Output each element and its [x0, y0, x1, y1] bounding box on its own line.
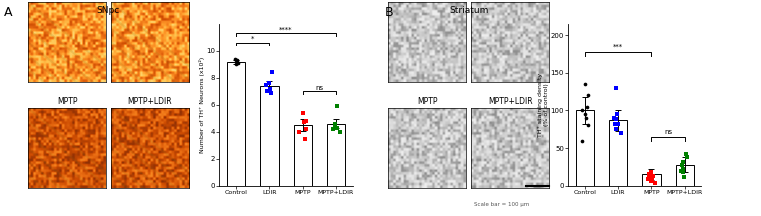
Text: ns: ns: [315, 85, 323, 91]
Text: MPTP+LDIR: MPTP+LDIR: [488, 97, 533, 106]
Y-axis label: TH⁺ staining density
(% of control): TH⁺ staining density (% of control): [538, 73, 549, 137]
Point: [331, 104, 343, 108]
Bar: [642, 175, 661, 186]
Point: [293, 130, 305, 133]
Point: [648, 181, 661, 184]
Point: [266, 71, 278, 74]
Point: [333, 130, 345, 133]
Point: [231, 60, 244, 63]
Text: ****: ****: [279, 27, 293, 33]
Point: [298, 121, 310, 124]
Point: [264, 87, 276, 90]
Bar: [260, 86, 279, 186]
Point: [580, 116, 592, 120]
Point: [642, 177, 654, 181]
Point: [266, 91, 278, 94]
Point: [643, 175, 655, 178]
Point: [642, 173, 654, 176]
Point: [608, 116, 620, 120]
Point: [331, 126, 343, 129]
Point: [261, 89, 273, 93]
Text: Striatum: Striatum: [449, 6, 489, 16]
Point: [615, 131, 627, 135]
Bar: [575, 110, 594, 186]
Text: MPTP: MPTP: [417, 97, 438, 106]
Point: [329, 122, 341, 125]
Point: [260, 83, 272, 86]
Point: [675, 169, 687, 172]
Point: [582, 124, 594, 127]
Bar: [609, 120, 627, 186]
Point: [646, 178, 658, 181]
Text: SNpc: SNpc: [97, 6, 120, 16]
Text: B: B: [384, 6, 393, 19]
Bar: [294, 125, 312, 186]
Point: [576, 109, 588, 112]
Text: MPTP: MPTP: [57, 97, 78, 106]
Point: [645, 179, 657, 183]
Point: [298, 111, 310, 114]
Point: [677, 163, 689, 166]
Point: [578, 82, 591, 86]
Text: A: A: [4, 6, 12, 19]
Point: [677, 167, 689, 171]
Point: [263, 81, 275, 85]
Text: Scale bar = 100 μm: Scale bar = 100 μm: [473, 202, 529, 207]
Point: [610, 118, 622, 121]
Point: [677, 160, 689, 163]
Point: [300, 127, 312, 131]
Point: [680, 152, 692, 156]
Point: [610, 122, 622, 126]
Point: [329, 123, 341, 127]
Point: [610, 86, 622, 90]
Point: [229, 57, 241, 60]
Bar: [326, 124, 345, 186]
Point: [613, 122, 625, 126]
Text: MPTP+LDIR: MPTP+LDIR: [128, 97, 172, 106]
Text: ***: ***: [613, 44, 623, 50]
Bar: [227, 62, 245, 186]
Point: [231, 61, 244, 65]
Point: [299, 137, 311, 140]
Point: [579, 113, 591, 116]
Point: [300, 119, 312, 123]
Point: [677, 170, 689, 174]
Point: [231, 63, 243, 66]
Y-axis label: Number of TH⁺ Neurons (x10²): Number of TH⁺ Neurons (x10²): [199, 57, 205, 153]
Point: [681, 155, 693, 159]
Point: [576, 139, 588, 142]
Point: [231, 58, 243, 61]
Point: [645, 170, 657, 174]
Point: [610, 127, 622, 131]
Point: [231, 59, 243, 62]
Point: [582, 94, 594, 97]
Point: [581, 105, 593, 108]
Point: [327, 127, 339, 131]
Text: ns: ns: [664, 129, 672, 135]
Text: *: *: [251, 36, 254, 42]
Point: [647, 174, 659, 178]
Bar: [676, 165, 694, 186]
Point: [611, 113, 623, 116]
Point: [678, 175, 690, 178]
